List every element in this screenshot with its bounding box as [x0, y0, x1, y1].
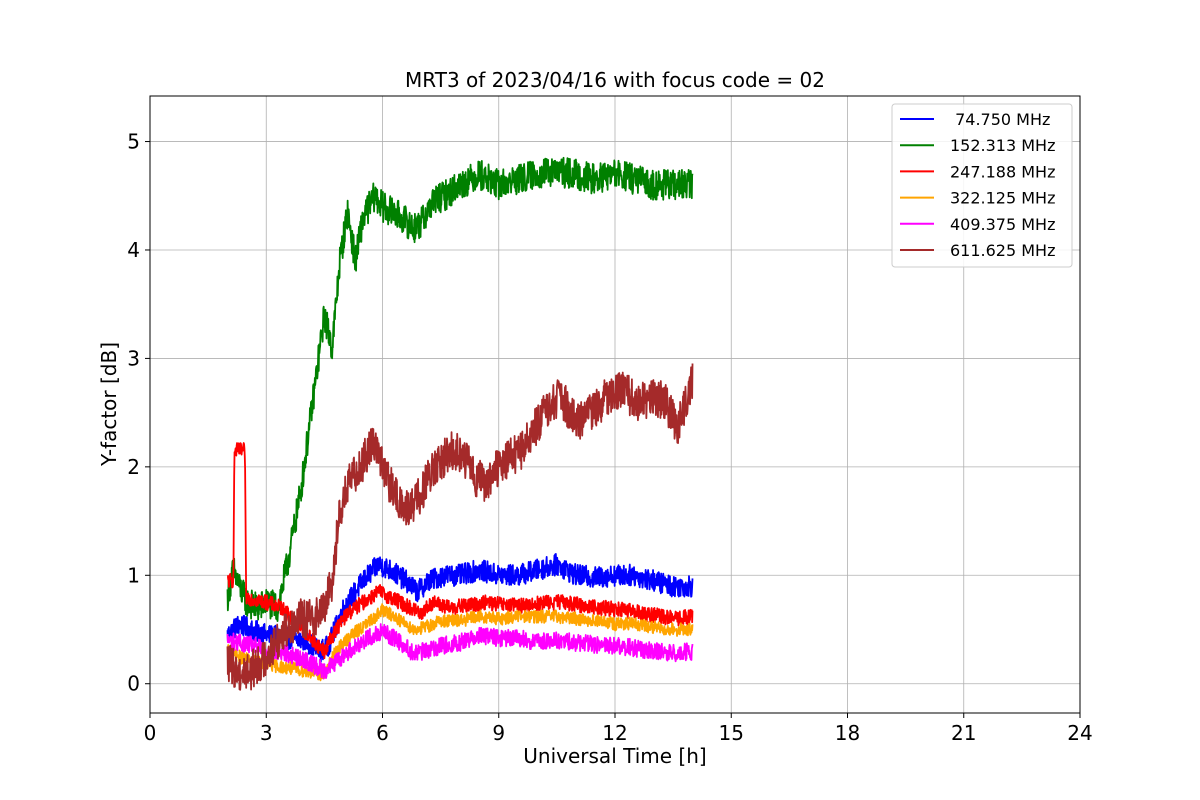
x-tick-label: 6	[376, 721, 389, 745]
x-tick-label: 15	[719, 721, 744, 745]
y-tick-label: 0	[127, 672, 140, 696]
legend-label: 247.188 MHz	[950, 162, 1055, 181]
y-tick-label: 4	[127, 238, 140, 262]
x-tick-label: 9	[492, 721, 505, 745]
x-tick-label: 0	[144, 721, 157, 745]
series-line	[226, 623, 694, 680]
x-tick-label: 21	[951, 721, 976, 745]
y-axis-label: Y-factor [dB]	[97, 342, 121, 467]
legend-label: 611.625 MHz	[950, 241, 1055, 260]
legend: 74.750 MHz 152.313 MHz 247.188 MHz 322.125 …	[891, 103, 1073, 268]
x-tick-label: 3	[260, 721, 273, 745]
x-tick-label: 24	[1067, 721, 1092, 745]
series-line	[226, 603, 694, 682]
y-tick-label: 3	[127, 346, 140, 370]
x-tick-label: 18	[835, 721, 860, 745]
legend-label: 322.125 MHz	[950, 189, 1055, 208]
legend-box	[891, 103, 1073, 268]
y-axis-ticks: 0 1 2 3 4 5	[127, 130, 150, 696]
series-line	[226, 156, 694, 622]
series-line	[226, 553, 694, 663]
series-line	[226, 363, 694, 691]
series-line	[226, 442, 694, 660]
y-tick-label: 1	[127, 563, 140, 587]
y-tick-label: 2	[127, 455, 140, 479]
x-axis-ticks: 0 3 6 9 12 15 18 21 24	[144, 713, 1093, 745]
x-tick-label: 12	[602, 721, 627, 745]
legend-label: 152.313 MHz	[950, 136, 1055, 155]
legend-label: 409.375 MHz	[950, 215, 1055, 234]
series-layer	[226, 156, 694, 691]
x-axis-label: Universal Time [h]	[523, 744, 706, 768]
y-tick-label: 5	[127, 130, 140, 154]
chart-title: MRT3 of 2023/04/16 with focus code = 02	[405, 68, 825, 92]
legend-label: 74.750 MHz	[950, 110, 1050, 129]
